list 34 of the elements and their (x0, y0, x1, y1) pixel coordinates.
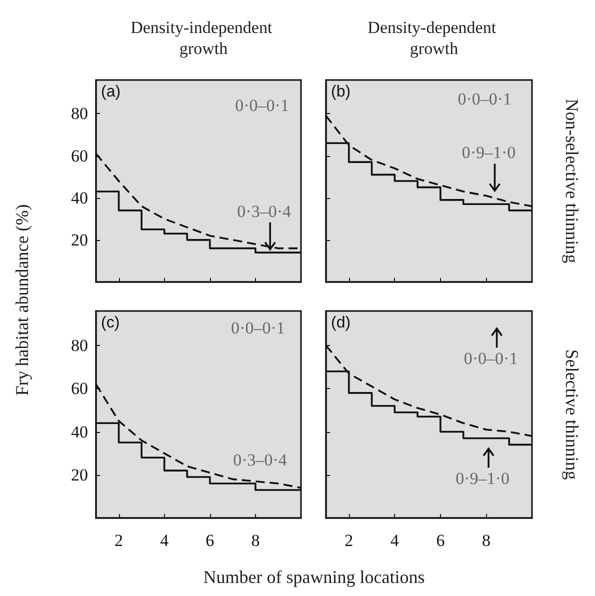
annotation: (a) (101, 84, 121, 100)
annotation: 0·9–1·0 (462, 143, 516, 162)
annotation: 0·3–0·4 (237, 202, 292, 221)
annotation: 0·3–0·4 (233, 450, 288, 470)
x-axis-title: Number of spawning locations (203, 567, 425, 587)
y-tick-label: 60 (71, 379, 88, 398)
y-axis-title: Fry habitat abundance (%) (12, 204, 32, 396)
x-tick-label: 4 (160, 531, 170, 550)
annotation: (c) (101, 314, 120, 332)
annotation: (d) (331, 314, 351, 332)
y-tick-label: 80 (71, 336, 88, 355)
x-tick-label: 6 (436, 531, 445, 550)
annotation: 0·0–0·1 (458, 89, 512, 108)
y-tick-label: 20 (71, 465, 88, 484)
annotation: 0·0–0·1 (231, 318, 285, 338)
x-tick-label: 8 (482, 531, 490, 550)
y-tick-label: 80 (71, 104, 88, 124)
chart-title: Density-dependent growth (368, 18, 500, 58)
y-tick-label: 40 (71, 422, 88, 442)
y-tick-label: 60 (71, 146, 88, 166)
x-tick-label: 4 (390, 531, 400, 550)
y2-axis-title: Non-selective thinning (562, 98, 582, 264)
x-tick-label: 2 (344, 531, 354, 550)
annotation: 0·0–0·1 (464, 349, 518, 368)
annotation: (b) (331, 84, 351, 100)
y-tick-label: 20 (71, 230, 88, 250)
y-tick-label: 40 (71, 188, 88, 208)
annotation: 0·9–1·0 (456, 469, 510, 488)
chart-title: Density-independent growth (130, 18, 276, 58)
annotation: 0·0–0·1 (235, 96, 289, 115)
x-tick-label: 2 (114, 531, 124, 550)
x-tick-label: 6 (206, 531, 214, 550)
x-tick-label: 8 (251, 531, 260, 550)
y2-axis-title: Selective thinning (562, 349, 582, 480)
